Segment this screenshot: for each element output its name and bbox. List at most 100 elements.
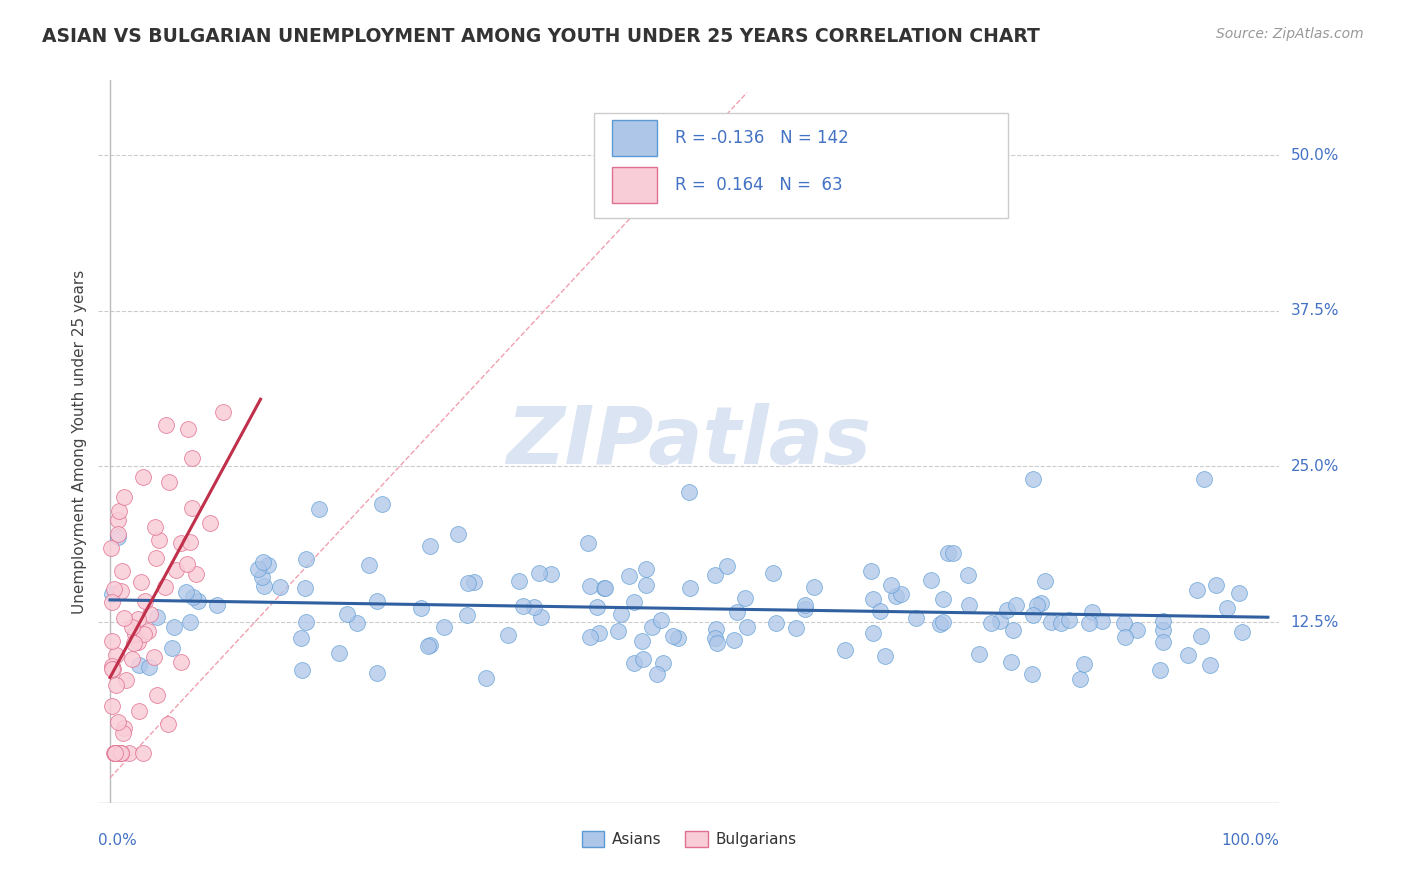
Point xyxy=(110,746,132,760)
Point xyxy=(793,599,815,613)
Text: 0.0%: 0.0% xyxy=(98,833,138,848)
Point xyxy=(640,620,662,634)
Point xyxy=(143,519,166,533)
Point xyxy=(170,655,193,669)
Point xyxy=(623,594,645,608)
Point xyxy=(104,746,127,760)
Y-axis label: Unemployment Among Youth under 25 years: Unemployment Among Youth under 25 years xyxy=(72,269,87,614)
Point xyxy=(138,660,160,674)
Point xyxy=(112,611,135,625)
Point xyxy=(834,642,856,657)
Point xyxy=(163,620,186,634)
Point xyxy=(145,551,167,566)
Point xyxy=(957,568,980,582)
Point xyxy=(633,652,655,666)
Point xyxy=(920,574,942,588)
Text: Source: ZipAtlas.com: Source: ZipAtlas.com xyxy=(1216,27,1364,41)
Point xyxy=(146,688,169,702)
Point xyxy=(1077,615,1099,630)
Point xyxy=(359,558,381,572)
Point xyxy=(1152,614,1174,628)
Point xyxy=(433,620,456,634)
Point xyxy=(645,666,668,681)
Point xyxy=(794,601,817,615)
Point xyxy=(929,617,952,632)
Point xyxy=(128,657,150,672)
Point xyxy=(1069,672,1091,686)
Point xyxy=(198,516,221,531)
Point xyxy=(1040,615,1063,630)
Point xyxy=(110,746,132,760)
Text: ZIPatlas: ZIPatlas xyxy=(506,402,872,481)
Point xyxy=(456,608,478,623)
Point xyxy=(179,535,201,549)
Point xyxy=(957,598,980,612)
Point xyxy=(104,648,127,662)
Point xyxy=(118,746,141,760)
Point xyxy=(463,574,485,589)
Point xyxy=(890,586,912,600)
Point xyxy=(1021,472,1043,486)
Point xyxy=(328,646,350,660)
Point xyxy=(112,491,135,505)
Point xyxy=(765,616,787,631)
Point xyxy=(474,671,496,685)
Point xyxy=(530,610,553,624)
Point xyxy=(103,746,125,760)
Point xyxy=(110,746,132,760)
Point xyxy=(121,619,143,633)
Point xyxy=(704,632,727,646)
Point xyxy=(995,603,1018,617)
Point xyxy=(936,546,959,560)
Point xyxy=(336,607,359,621)
Point xyxy=(371,497,394,511)
Point xyxy=(523,599,546,614)
Point xyxy=(1002,623,1025,637)
Point xyxy=(269,580,291,594)
Point xyxy=(257,558,280,573)
Point xyxy=(610,607,633,622)
Point xyxy=(508,574,530,588)
Point xyxy=(1000,655,1022,669)
Point xyxy=(366,665,388,680)
Point xyxy=(1073,657,1095,671)
Point xyxy=(704,622,727,636)
Point xyxy=(617,569,640,583)
Point xyxy=(457,576,479,591)
Point xyxy=(100,587,122,601)
Point xyxy=(180,501,202,516)
Point xyxy=(107,526,129,541)
Point xyxy=(121,652,143,666)
Point xyxy=(252,555,274,569)
Point xyxy=(127,635,149,649)
Point xyxy=(585,600,607,615)
Point xyxy=(592,581,614,595)
Point xyxy=(980,615,1002,630)
Point xyxy=(862,625,884,640)
Point xyxy=(636,562,658,576)
Text: 25.0%: 25.0% xyxy=(1291,459,1339,474)
Point xyxy=(1126,623,1149,637)
Point xyxy=(1216,601,1239,615)
FancyBboxPatch shape xyxy=(612,120,657,156)
Point xyxy=(112,721,135,735)
Point xyxy=(101,658,124,673)
Point xyxy=(579,579,602,593)
Point xyxy=(734,591,756,605)
Point xyxy=(579,630,602,644)
Point xyxy=(679,581,702,595)
Point xyxy=(176,557,198,571)
Point xyxy=(366,594,388,608)
Point xyxy=(101,595,124,609)
Point xyxy=(1177,648,1199,663)
Text: 12.5%: 12.5% xyxy=(1291,615,1339,630)
Point xyxy=(703,567,725,582)
Point xyxy=(576,536,599,550)
Point xyxy=(295,615,318,629)
Point xyxy=(157,717,180,731)
Point xyxy=(294,551,316,566)
Point xyxy=(886,589,908,603)
Point xyxy=(290,631,312,645)
Point xyxy=(211,404,233,418)
Point xyxy=(636,578,658,592)
